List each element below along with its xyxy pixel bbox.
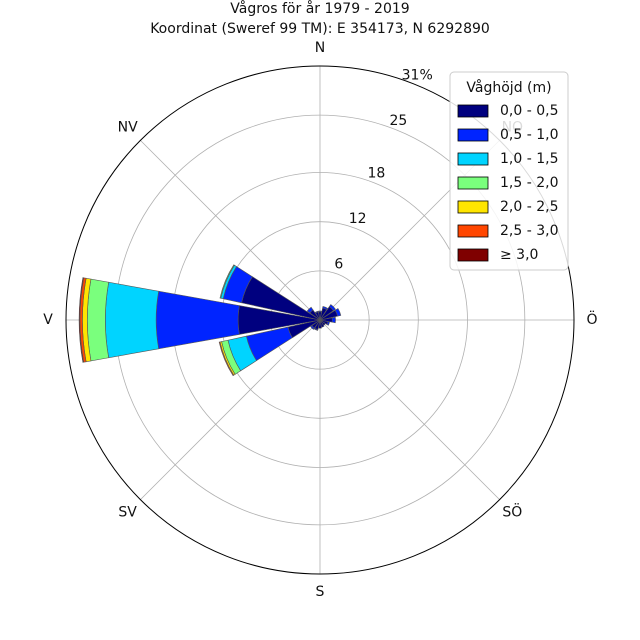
outer-ring [65,65,575,575]
legend-swatch [457,176,489,190]
direction-label: S [316,584,325,600]
direction-label: SV [118,504,137,520]
rose-bar-segment [328,304,336,312]
legend-title: Våghöjd (m) [466,79,551,96]
legend-label: 0,5 - 1,0 [500,127,558,143]
rose-bars [78,264,342,377]
direction-label: V [43,312,53,328]
rose-bar-segment [310,325,315,330]
rose-bar-segment [318,310,322,313]
legend-swatch [457,200,489,214]
legend-label: 1,0 - 1,5 [500,151,558,167]
legend-swatch [457,248,489,262]
rose-bar-segment [322,306,328,311]
legend-label: 1,5 - 2,0 [500,175,558,191]
direction-label: N [315,40,325,56]
legend-swatch [457,104,489,118]
rose-bar-segment [334,308,342,317]
legend-swatch [457,152,489,166]
rose-bar-segment [326,321,330,326]
rose-bar-segment [78,277,85,363]
legend-swatch [457,128,489,142]
legend-swatch [457,224,489,238]
legend: Våghöjd (m) 0,0 - 0,5 0,5 - 1,0 1,0 - 1,5 1,… [449,71,569,271]
direction-label: Ö [586,310,597,328]
rose-bar-segment [105,281,160,359]
rose-bar-segment [314,310,319,314]
ring-tick-label: 18 [368,166,386,182]
grid-spoke [140,319,321,500]
chart-subtitle: Koordinat (Sweref 99 TM): E 354173, N 62… [150,21,490,37]
legend-label: ≥ 3,0 [500,247,538,263]
rose-bar-segment [318,319,322,329]
rose-bar-segment [219,264,235,299]
ring-tick-label: 12 [349,211,367,227]
grid-spoke [140,140,321,321]
rose-bar-segment [306,306,314,314]
polar-grid [66,66,574,574]
legend-label: 2,0 - 2,5 [500,199,558,215]
legend-label: 0,0 - 0,5 [500,103,558,119]
rose-bar-segment [331,316,336,324]
direction-label: SÖ [502,502,522,520]
rose-bar-segment [218,341,235,377]
chart-title: Vågros för år 1979 - 2019 [230,0,409,17]
rose-bar-segment [313,327,319,331]
direction-label: NV [118,120,138,136]
ring-tick-label: 31% [402,67,433,83]
polar-frame [65,65,575,575]
legend-box [449,71,569,271]
rose-bar-segment [87,278,110,362]
ring-tick-label: 25 [389,113,407,129]
legend-label: 2,5 - 3,0 [500,223,558,239]
ring-tick-label: 6 [334,257,343,273]
grid-spoke [319,319,500,500]
